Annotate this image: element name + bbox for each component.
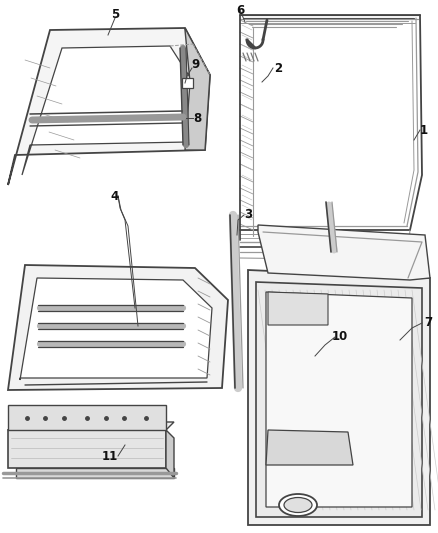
Polygon shape — [185, 28, 210, 150]
Text: 10: 10 — [332, 330, 348, 343]
Polygon shape — [266, 430, 353, 465]
Text: 1: 1 — [420, 124, 428, 136]
Text: 2: 2 — [274, 61, 282, 75]
Text: 5: 5 — [111, 9, 119, 21]
Polygon shape — [22, 46, 193, 175]
Polygon shape — [266, 292, 412, 507]
Text: 7: 7 — [424, 317, 432, 329]
Ellipse shape — [279, 494, 317, 516]
Text: 6: 6 — [236, 4, 244, 17]
Text: 11: 11 — [102, 449, 118, 463]
Polygon shape — [8, 405, 166, 430]
Text: 8: 8 — [193, 111, 201, 125]
Polygon shape — [166, 430, 174, 478]
Polygon shape — [8, 265, 228, 390]
Text: 9: 9 — [191, 59, 199, 71]
Text: 4: 4 — [111, 190, 119, 203]
Polygon shape — [248, 270, 430, 525]
Ellipse shape — [284, 497, 312, 513]
Polygon shape — [258, 225, 430, 280]
Polygon shape — [8, 430, 166, 468]
Polygon shape — [8, 422, 174, 430]
Text: 3: 3 — [244, 208, 252, 222]
Polygon shape — [256, 282, 422, 517]
Polygon shape — [16, 468, 174, 478]
Polygon shape — [182, 78, 193, 88]
Polygon shape — [20, 278, 212, 380]
Polygon shape — [268, 292, 328, 325]
Polygon shape — [8, 28, 210, 185]
